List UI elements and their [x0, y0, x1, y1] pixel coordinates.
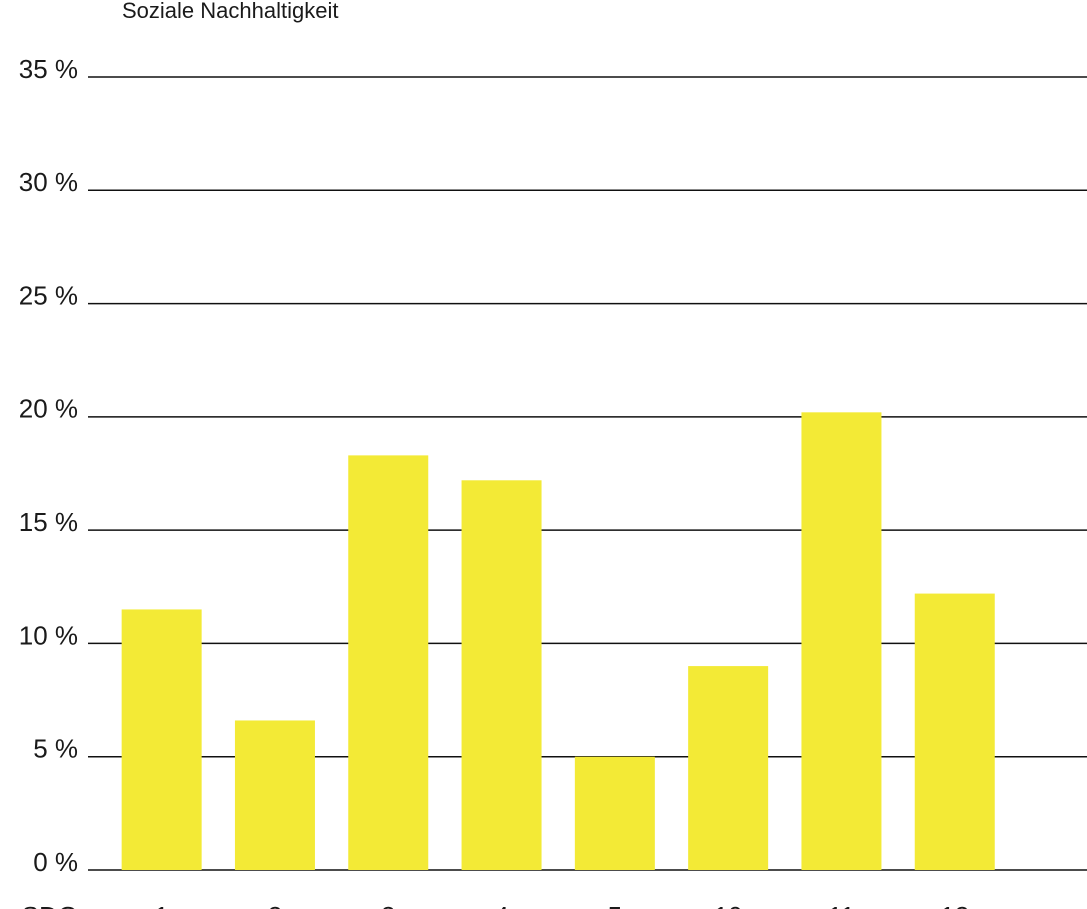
x-tick-label: 2	[268, 901, 282, 909]
bar	[688, 666, 769, 870]
bar	[234, 720, 315, 870]
bar	[801, 412, 882, 870]
x-tick-label: 5	[608, 901, 622, 909]
x-tick-label: 11	[828, 901, 855, 909]
y-tick-label: 0 %	[33, 847, 78, 877]
y-tick-label: 5 %	[33, 734, 78, 764]
bar	[914, 593, 995, 870]
x-tick-label: 3	[381, 901, 395, 909]
bar	[121, 609, 202, 870]
x-tick-label: 10	[714, 901, 743, 909]
y-tick-label: 10 %	[19, 620, 78, 650]
bar	[461, 480, 542, 870]
y-tick-label: 25 %	[19, 280, 78, 310]
y-tick-label: 20 %	[19, 394, 78, 424]
bar	[574, 756, 655, 870]
x-tick-label: 1	[154, 901, 168, 909]
y-tick-label: 15 %	[19, 507, 78, 537]
bar	[348, 455, 429, 870]
x-tick-label: 12	[940, 901, 969, 909]
x-axis-label: SDG	[22, 901, 78, 909]
chart-title: Soziale Nachhaltigkeit	[122, 0, 338, 23]
y-tick-label: 30 %	[19, 167, 78, 197]
y-tick-label: 35 %	[19, 54, 78, 84]
x-tick-label: 4	[494, 901, 508, 909]
